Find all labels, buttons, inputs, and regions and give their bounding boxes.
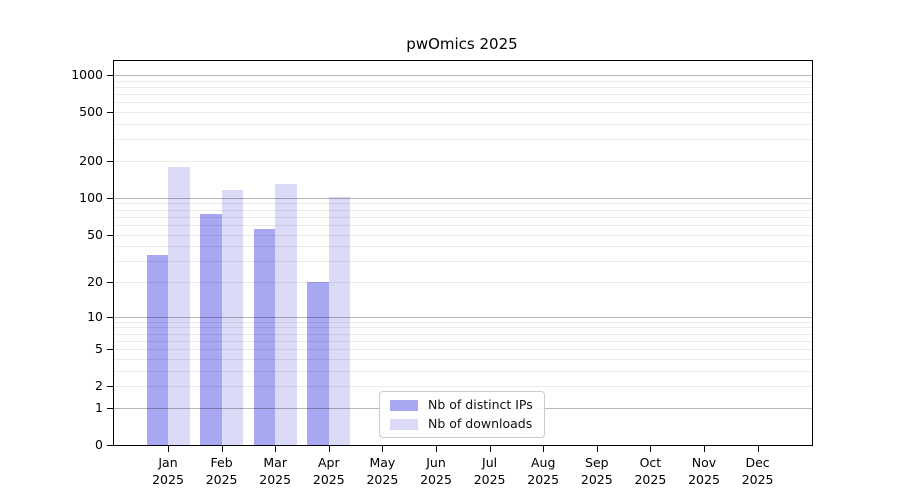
bar-downloads-jan xyxy=(168,166,190,445)
plot-area: 0 1 2 5 10 20 50 100 200 500 1000 Jan 2025 Feb 2025 Mar… xyxy=(71,60,813,487)
legend-swatch-downloads-icon xyxy=(390,418,418,430)
y-tick-label: 500 xyxy=(79,104,103,120)
x-tick-mark xyxy=(704,446,705,452)
bar-distinct-ips-feb xyxy=(200,213,222,445)
x-tick-mark xyxy=(757,446,759,452)
y-tick-mark xyxy=(107,234,113,236)
legend-item-downloads: Nb of downloads xyxy=(390,417,534,431)
gridline-minor xyxy=(114,261,812,263)
gridline-minor xyxy=(114,246,812,248)
legend: Nb of distinct IPs Nb of downloads xyxy=(379,391,545,438)
x-tick-mark xyxy=(543,446,545,452)
y-tick-label: 2 xyxy=(95,378,103,394)
x-tick-mark xyxy=(221,446,223,452)
gridline-minor xyxy=(114,386,812,388)
gridline-minor xyxy=(114,224,812,226)
gridline-minor xyxy=(114,124,812,125)
chart-title: pwOmics 2025 xyxy=(406,35,518,53)
y-tick-label: 100 xyxy=(79,189,103,205)
bar-downloads-mar xyxy=(275,183,297,445)
bar-distinct-ips-mar xyxy=(253,228,276,445)
x-tick-label: Sep 2025 xyxy=(580,455,613,487)
gridline-minor xyxy=(114,209,812,211)
gridline-minor xyxy=(114,340,812,342)
gridline-minor xyxy=(114,234,812,236)
y-tick-label: 5 xyxy=(95,341,103,357)
x-tick-label: Oct 2025 xyxy=(634,455,667,487)
y-tick-mark xyxy=(107,316,113,318)
legend-item-ips: Nb of distinct IPs xyxy=(390,398,534,412)
x-tick-mark xyxy=(328,446,330,452)
y-tick-mark xyxy=(107,161,113,162)
gridline-minor xyxy=(114,327,812,329)
gridline-minor xyxy=(114,203,812,205)
y-tick-label: 1000 xyxy=(71,67,103,82)
bar-downloads-feb xyxy=(221,190,244,445)
y-tick-label: 20 xyxy=(87,274,103,289)
y-tick-label: 10 xyxy=(87,308,103,324)
y-tick-mark xyxy=(107,407,113,409)
y-tick-label: 200 xyxy=(79,153,103,168)
x-tick-label: Feb 2025 xyxy=(205,455,238,487)
gridline-minor xyxy=(114,94,812,96)
x-tick-label: Dec 2025 xyxy=(741,455,774,487)
x-tick-label: Nov 2025 xyxy=(688,455,720,487)
x-tick-label: Mar 2025 xyxy=(259,455,292,487)
bar-distinct-ips-jan xyxy=(146,254,168,445)
x-tick-mark xyxy=(489,446,491,452)
y-tick-mark xyxy=(107,445,113,446)
legend-swatch-ips-icon xyxy=(390,399,418,411)
x-tick-mark xyxy=(168,446,169,452)
y-tick-label: 50 xyxy=(87,226,103,242)
y-tick-mark xyxy=(107,349,113,351)
gridline-minor xyxy=(114,161,812,162)
legend-label-downloads: Nb of downloads xyxy=(428,416,533,431)
legend-label-ips: Nb of distinct IPs xyxy=(428,397,533,412)
gridline-minor xyxy=(114,112,812,114)
gridline-minor xyxy=(114,282,812,283)
gridline-minor xyxy=(114,321,812,323)
x-tick-label: Jun 2025 xyxy=(420,455,452,487)
gridline-minor xyxy=(114,80,812,82)
gridline-minor xyxy=(114,358,812,360)
gridline-minor xyxy=(114,349,812,351)
bar-distinct-ips-apr xyxy=(307,282,329,445)
y-tick-label: 1 xyxy=(95,399,103,415)
gridline-minor xyxy=(114,333,812,335)
y-tick-mark xyxy=(107,75,113,76)
gridline-minor xyxy=(114,87,812,88)
x-tick-label: Apr 2025 xyxy=(312,455,345,487)
gridline-major xyxy=(114,75,812,76)
gridline-minor xyxy=(114,216,812,218)
x-tick-mark xyxy=(382,446,384,452)
x-tick-mark xyxy=(275,446,277,452)
x-tick-label: Aug 2025 xyxy=(527,455,560,487)
gridline-minor xyxy=(114,102,812,104)
y-tick-mark xyxy=(107,386,113,388)
x-tick-mark xyxy=(650,446,652,452)
x-tick-mark xyxy=(596,446,598,452)
gridline-minor xyxy=(114,370,812,372)
gridline-major xyxy=(114,197,812,199)
y-tick-mark xyxy=(107,112,113,114)
x-tick-label: Jul 2025 xyxy=(473,455,506,487)
bar-downloads-apr xyxy=(328,196,351,445)
y-tick-label: 0 xyxy=(95,437,103,452)
y-tick-mark xyxy=(107,282,113,283)
x-tick-label: Jan 2025 xyxy=(152,455,184,487)
gridline-minor xyxy=(114,139,812,141)
gridline-major xyxy=(114,316,812,318)
x-tick-mark xyxy=(436,446,437,452)
x-tick-label: May 2025 xyxy=(366,455,399,487)
y-tick-mark xyxy=(107,197,113,199)
